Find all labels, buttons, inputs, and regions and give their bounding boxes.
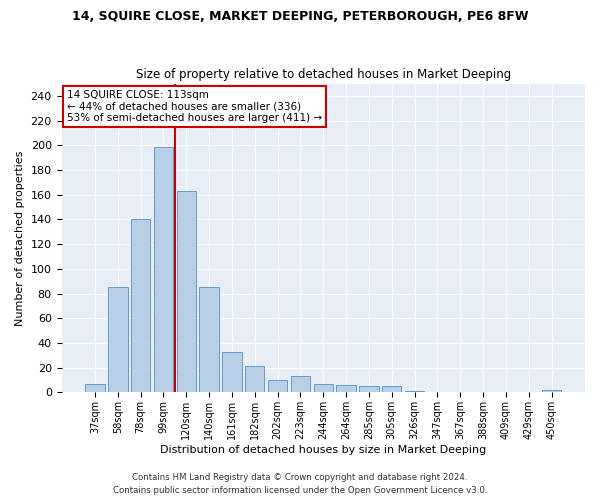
Text: 14, SQUIRE CLOSE, MARKET DEEPING, PETERBOROUGH, PE6 8FW: 14, SQUIRE CLOSE, MARKET DEEPING, PETERB…: [72, 10, 528, 23]
Text: 14 SQUIRE CLOSE: 113sqm
← 44% of detached houses are smaller (336)
53% of semi-d: 14 SQUIRE CLOSE: 113sqm ← 44% of detache…: [67, 90, 322, 123]
Bar: [199, 288, 219, 393]
Bar: [314, 384, 333, 392]
Text: Contains HM Land Registry data © Crown copyright and database right 2024.
Contai: Contains HM Land Registry data © Crown c…: [113, 474, 487, 495]
Bar: [359, 386, 379, 392]
Bar: [268, 380, 287, 392]
Bar: [176, 191, 196, 392]
Bar: [405, 391, 424, 392]
Bar: [108, 288, 128, 393]
Bar: [245, 366, 265, 392]
Bar: [382, 386, 401, 392]
Bar: [154, 146, 173, 392]
Bar: [337, 385, 356, 392]
Bar: [131, 220, 151, 392]
Bar: [85, 384, 105, 392]
Y-axis label: Number of detached properties: Number of detached properties: [15, 150, 25, 326]
Bar: [542, 390, 561, 392]
Bar: [291, 376, 310, 392]
Title: Size of property relative to detached houses in Market Deeping: Size of property relative to detached ho…: [136, 68, 511, 81]
X-axis label: Distribution of detached houses by size in Market Deeping: Distribution of detached houses by size …: [160, 445, 487, 455]
Bar: [222, 352, 242, 393]
